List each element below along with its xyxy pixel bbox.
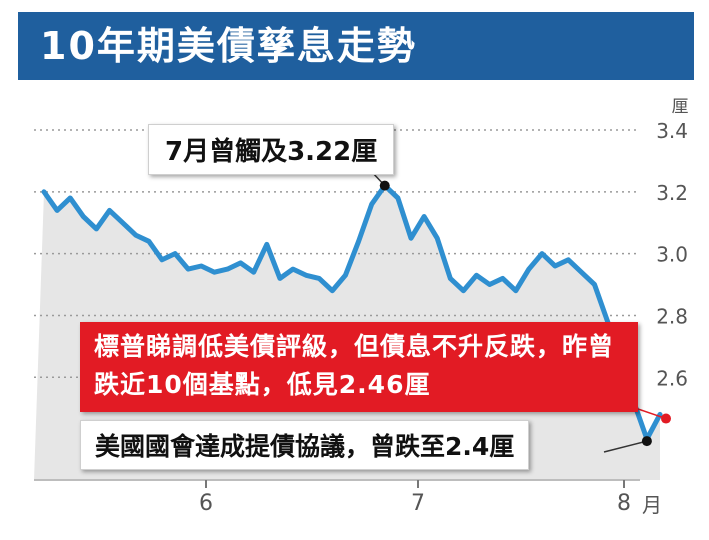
x-tick-label: 6 bbox=[199, 491, 213, 516]
low-marker bbox=[641, 436, 652, 447]
y-tick-label: 3.4 bbox=[656, 119, 688, 143]
annotation-low: 美國國會達成提債協議，曾跌至2.4厘 bbox=[80, 420, 530, 470]
chart-title: 10年期美債孳息走勢 bbox=[40, 24, 417, 68]
y-tick-label: 3.0 bbox=[656, 243, 688, 267]
red-marker bbox=[661, 413, 671, 424]
annotation-downgrade: 標普睇調低美債評級，但債息不升反跌，昨曾跌近10個基點，低見2.46厘 bbox=[80, 322, 638, 412]
y-axis-unit: 厘 bbox=[672, 97, 689, 117]
low-leader bbox=[603, 440, 648, 453]
annotation-peak: 7月曾觸及3.22厘 bbox=[148, 124, 395, 175]
y-tick-label: 2.6 bbox=[656, 366, 688, 390]
title-bar bbox=[18, 12, 694, 80]
series-line bbox=[41, 183, 663, 442]
x-tick-label: 7 bbox=[411, 491, 425, 516]
y-tick-label: 3.2 bbox=[656, 181, 688, 205]
x-axis-unit: 月 bbox=[642, 493, 662, 517]
peak-marker bbox=[379, 180, 390, 191]
x-tick-label: 8 bbox=[617, 491, 631, 516]
y-tick-label: 2.8 bbox=[656, 304, 688, 328]
